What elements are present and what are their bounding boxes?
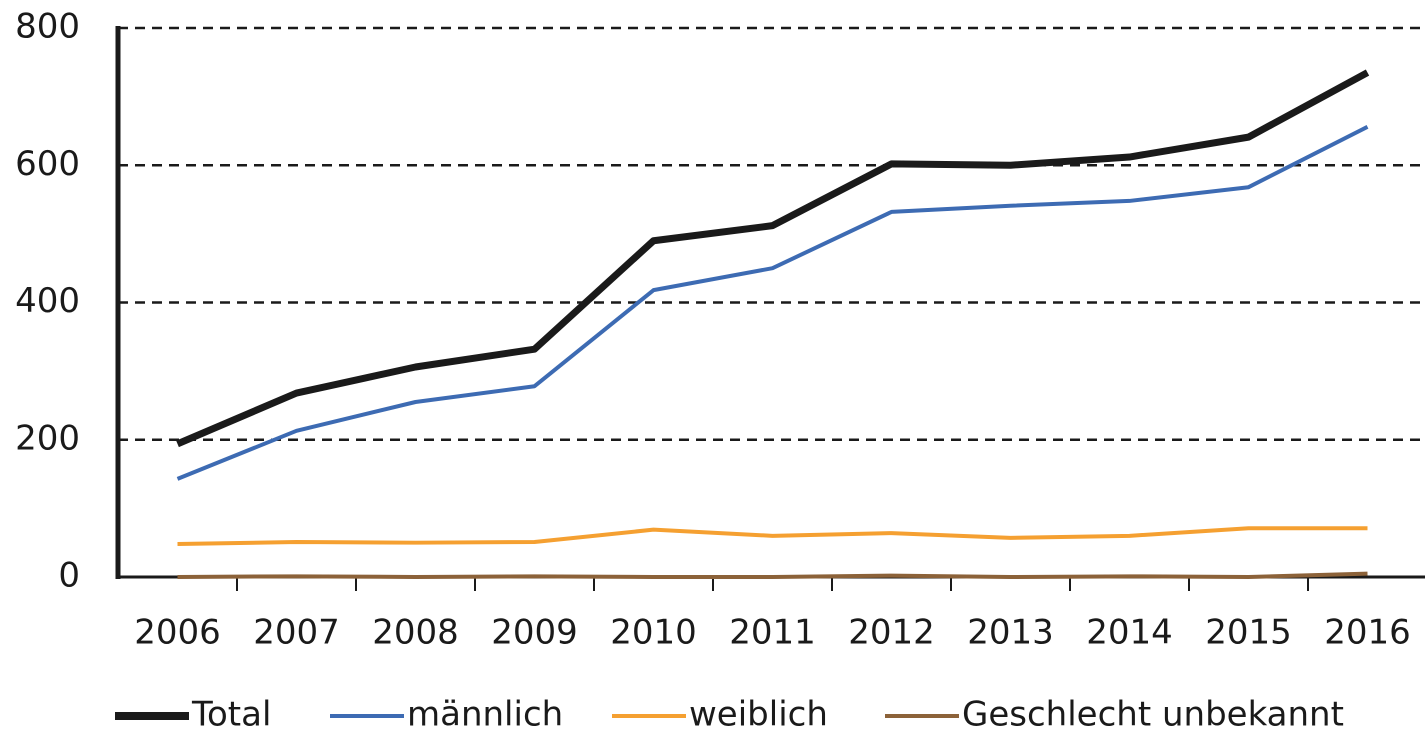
x-tick-label: 2012 xyxy=(848,613,935,653)
legend-label: männlich xyxy=(407,695,563,735)
series-line xyxy=(177,571,1368,579)
x-tick-label: 2008 xyxy=(372,613,459,653)
y-tick-label: 800 xyxy=(15,7,80,47)
legend-label: Total xyxy=(191,695,271,735)
x-tick-label: 2007 xyxy=(253,613,340,653)
y-tick-label: 200 xyxy=(15,418,80,458)
y-tick-label: 600 xyxy=(15,144,80,184)
x-tick-label: 2006 xyxy=(134,613,221,653)
x-tick-label: 2011 xyxy=(729,613,816,653)
x-tick-label: 2013 xyxy=(967,613,1054,653)
x-tick-label: 2015 xyxy=(1205,613,1292,653)
x-tick-label: 2009 xyxy=(491,613,578,653)
series-line xyxy=(176,69,1370,448)
x-tick-label: 2014 xyxy=(1086,613,1173,653)
legend-label: weiblich xyxy=(689,695,828,735)
x-tick-label: 2016 xyxy=(1324,613,1411,653)
y-tick-label: 400 xyxy=(15,281,80,321)
series-line xyxy=(177,526,1368,547)
series-line xyxy=(176,125,1369,481)
legend-label: Geschlecht unbekannt xyxy=(962,695,1344,735)
y-tick-label: 0 xyxy=(58,556,80,596)
x-tick-label: 2010 xyxy=(610,613,697,653)
